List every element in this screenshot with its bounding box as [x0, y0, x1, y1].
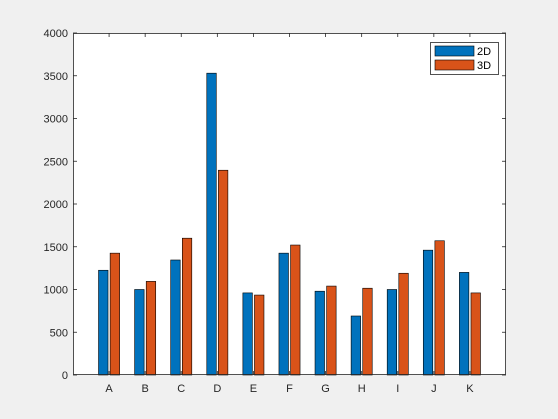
legend-label-2d: 2D: [477, 46, 491, 58]
bar-3d-g: [326, 285, 337, 376]
bar-2d-e: [242, 292, 253, 376]
y-tick-label: 0: [62, 370, 68, 382]
x-tick-label: G: [321, 383, 330, 395]
y-tick-label: 1500: [44, 242, 68, 254]
bar-2d-h: [350, 315, 361, 376]
y-tick-label: 500: [50, 327, 68, 339]
y-tick-label: 2500: [44, 156, 68, 168]
bar-2d-g: [314, 290, 325, 376]
bar-3d-h: [362, 287, 373, 376]
bars-layer: [98, 72, 481, 376]
bar-3d-i: [398, 272, 409, 376]
x-tick-label: H: [358, 383, 366, 395]
y-tick-label: 2000: [44, 199, 68, 211]
bar-3d-j: [434, 240, 445, 376]
x-tick-label: C: [177, 383, 185, 395]
bar-2d-c: [170, 259, 181, 376]
bar-3d-f: [290, 244, 301, 376]
bar-2d-d: [206, 72, 217, 376]
bar-3d-d: [218, 169, 229, 376]
y-tick-label: 4000: [44, 28, 68, 40]
plot-area: [73, 33, 506, 375]
y-tick-label: 1000: [44, 285, 68, 297]
bar-3d-k: [470, 292, 481, 376]
x-tick-label: J: [431, 383, 437, 395]
bar-2d-f: [278, 252, 289, 376]
bar-3d-a: [109, 252, 120, 376]
legend-swatch-3d: [434, 59, 475, 71]
y-tick-label: 3500: [44, 71, 68, 83]
x-tick-label: D: [213, 383, 221, 395]
bar-3d-c: [182, 237, 193, 376]
bar-2d-a: [98, 269, 109, 376]
legend-label-3d: 3D: [477, 60, 491, 72]
axes-layer: 0 500 1000 1500 2000 2500 3000 3500 4000 A B C D E F G H…: [44, 28, 506, 395]
x-tick-label: I: [396, 383, 399, 395]
legend-swatch-2d: [434, 45, 475, 57]
x-tick-label: A: [105, 383, 113, 395]
x-tick-label: E: [250, 383, 257, 395]
bar-2d-i: [386, 289, 398, 376]
bar-3d-b: [145, 281, 157, 376]
bar-3d-e: [254, 294, 265, 376]
y-tick-label: 3000: [44, 114, 68, 126]
bar-2d-k: [459, 272, 470, 376]
x-tick-label: K: [466, 383, 474, 395]
bar-2d-b: [134, 289, 145, 376]
x-tick-label: F: [286, 383, 293, 395]
bar-2d-j: [422, 249, 434, 376]
x-tick-label: B: [141, 383, 148, 395]
